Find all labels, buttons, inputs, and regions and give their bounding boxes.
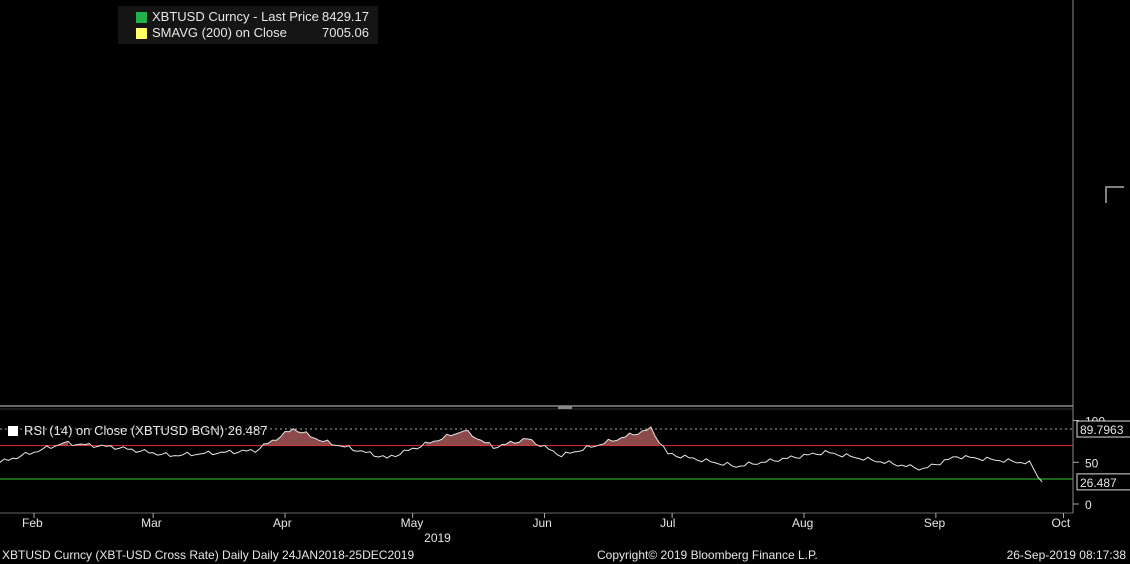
legend-price-label: XBTUSD Curncy - Last Price: [152, 9, 319, 24]
rsi-legend-value: 26.487: [227, 423, 268, 438]
rsi-overbought-fill: [501, 438, 536, 446]
legend-sma-label: SMAVG (200) on Close: [152, 25, 287, 40]
x-year-label: 2019: [424, 531, 451, 545]
rsi-panel: [0, 426, 1073, 483]
x-tick-label: Apr: [273, 516, 292, 530]
rsi-overbought-fill: [425, 430, 490, 446]
rsi-tag-label: 89.7963: [1080, 423, 1124, 437]
rsi-tag-box: [1076, 473, 1130, 491]
legend-sma-value: 7005.06: [322, 25, 369, 40]
axes: 40005000600080001000015000050100FebMarAp…: [0, 0, 1130, 545]
rsi-line: [0, 426, 1043, 483]
x-tick-label: Oct: [1051, 516, 1070, 530]
x-tick-label: Feb: [22, 516, 43, 530]
price-legend: XBTUSD Curncy - Last Price 8429.17 SMAVG…: [118, 6, 378, 44]
rsi-tag-box: [1076, 420, 1130, 438]
legend-sma-swatch: [136, 28, 147, 39]
rsi-legend-swatch: [8, 426, 18, 436]
rsi-y-tick-label: 0: [1085, 498, 1092, 512]
rsi-tag-label: 26.487: [1080, 476, 1117, 490]
footer-copyright: Copyright© 2019 Bloomberg Finance L.P.: [597, 548, 818, 562]
legend-price-value: 8429.17: [322, 9, 369, 24]
x-tick-label: Jun: [533, 516, 552, 530]
x-tick-label: Jul: [660, 516, 675, 530]
rsi-legend: RSI (14) on Close (XBTUSD BGN) 26.487: [8, 423, 268, 438]
x-tick-label: Mar: [141, 516, 162, 530]
footer-timestamp: 26-Sep-2019 08:17:38: [1006, 548, 1126, 562]
rsi-legend-label: RSI (14) on Close (XBTUSD BGN): [24, 423, 225, 438]
legend-price-swatch: [136, 12, 147, 23]
footer-left: XBTUSD Curncy (XBT-USD Cross Rate) Daily…: [2, 548, 415, 562]
x-tick-label: Sep: [924, 516, 946, 530]
rsi-overbought-fill: [599, 427, 660, 446]
panel-resize-handle: [558, 406, 572, 409]
x-tick-label: May: [401, 516, 424, 530]
rsi-overbought-fill: [263, 428, 337, 446]
axis-marker: [1105, 186, 1124, 203]
x-tick-label: Aug: [792, 516, 813, 530]
footer-bar: XBTUSD Curncy (XBT-USD Cross Rate) Daily…: [0, 546, 1130, 564]
rsi-y-tick-label: 50: [1085, 456, 1099, 470]
